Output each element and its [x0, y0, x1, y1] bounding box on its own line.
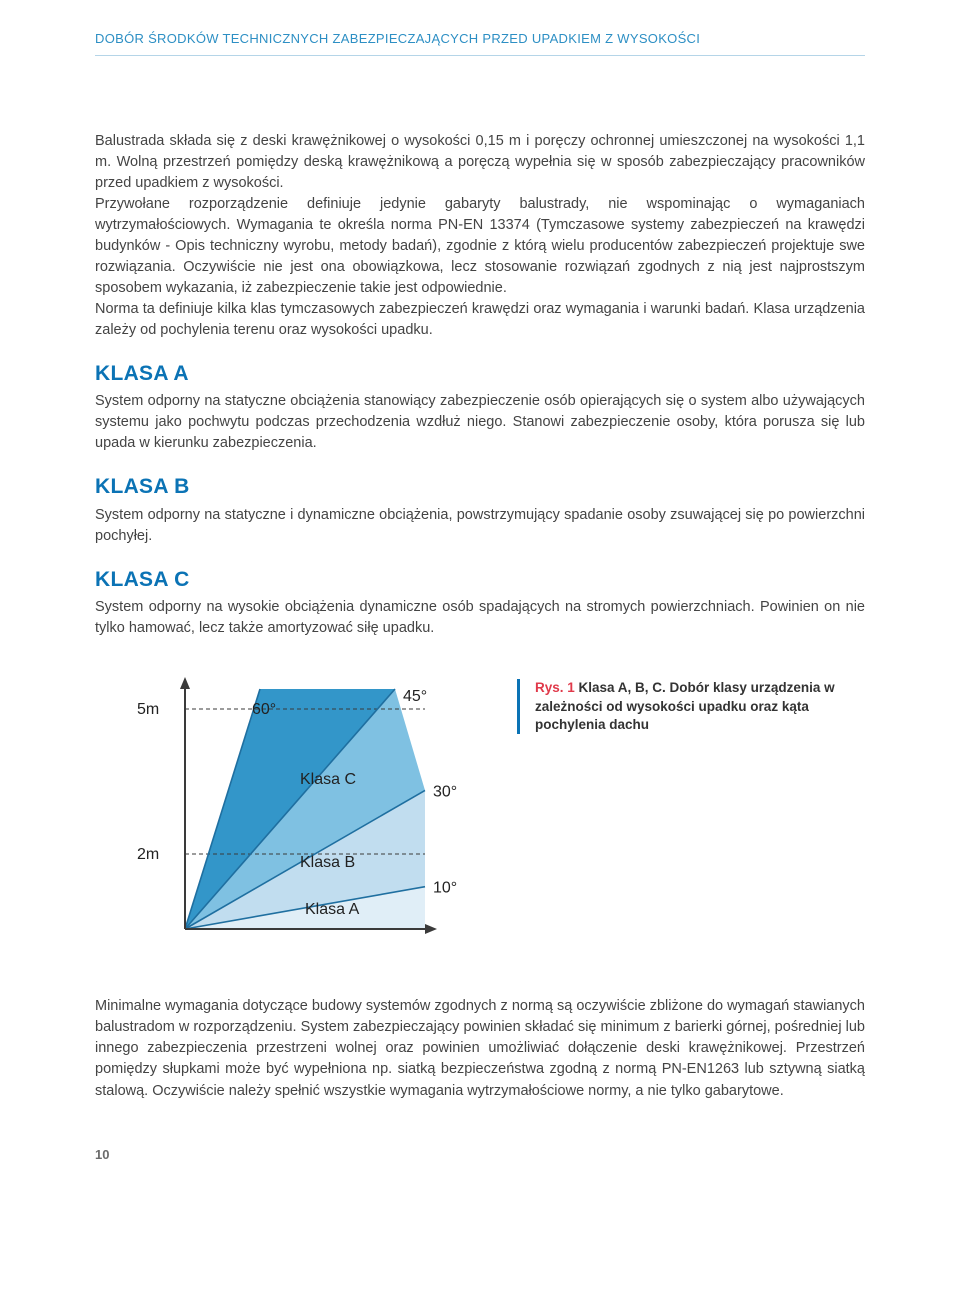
klasa-c-heading: KLASA C	[95, 565, 865, 595]
paragraph-3: Norma ta definiuje kilka klas tymczasowy…	[95, 299, 865, 341]
klasa-a-heading: KLASA A	[95, 359, 865, 389]
intro-paragraph: Balustrada składa się z deski krawężniko…	[95, 131, 865, 194]
svg-text:60°: 60°	[252, 701, 276, 718]
klasa-a-text: System odporny na statyczne obciążenia s…	[95, 391, 865, 454]
paragraph-2: Przywołane rozporządzenie definiuje jedy…	[95, 194, 865, 299]
figure-caption-prefix: Rys. 1	[535, 680, 575, 695]
klasa-b-text: System odporny na statyczne i dynamiczne…	[95, 505, 865, 547]
figure-caption-text: Klasa A, B, C. Dobór klasy urządzenia w …	[535, 680, 835, 731]
svg-text:2m: 2m	[137, 846, 159, 863]
page-header: DOBÓR ŚRODKÓW TECHNICZNYCH ZABEZPIECZAJĄ…	[95, 30, 865, 56]
figure-diagram: 5m 2m 60° 45° 30° 10° Klasa C Klasa B Klasa A	[95, 669, 495, 966]
svg-text:Klasa A: Klasa A	[305, 901, 360, 918]
svg-text:10°: 10°	[433, 880, 457, 897]
footer-paragraph: Minimalne wymagania dotyczące budowy sys…	[95, 996, 865, 1101]
figure-caption: Rys. 1 Klasa A, B, C. Dobór klasy urządz…	[517, 679, 865, 734]
svg-text:5m: 5m	[137, 701, 159, 718]
svg-text:Klasa C: Klasa C	[300, 771, 356, 788]
figure-row: 5m 2m 60° 45° 30° 10° Klasa C Klasa B Klasa A Ry…	[95, 669, 865, 966]
page-number: 10	[95, 1146, 865, 1165]
klasa-b-heading: KLASA B	[95, 472, 865, 502]
klasa-c-text: System odporny na wysokie obciążenia dyn…	[95, 597, 865, 639]
svg-text:30°: 30°	[433, 784, 457, 801]
svg-text:45°: 45°	[403, 688, 427, 705]
svg-text:Klasa B: Klasa B	[300, 854, 355, 871]
